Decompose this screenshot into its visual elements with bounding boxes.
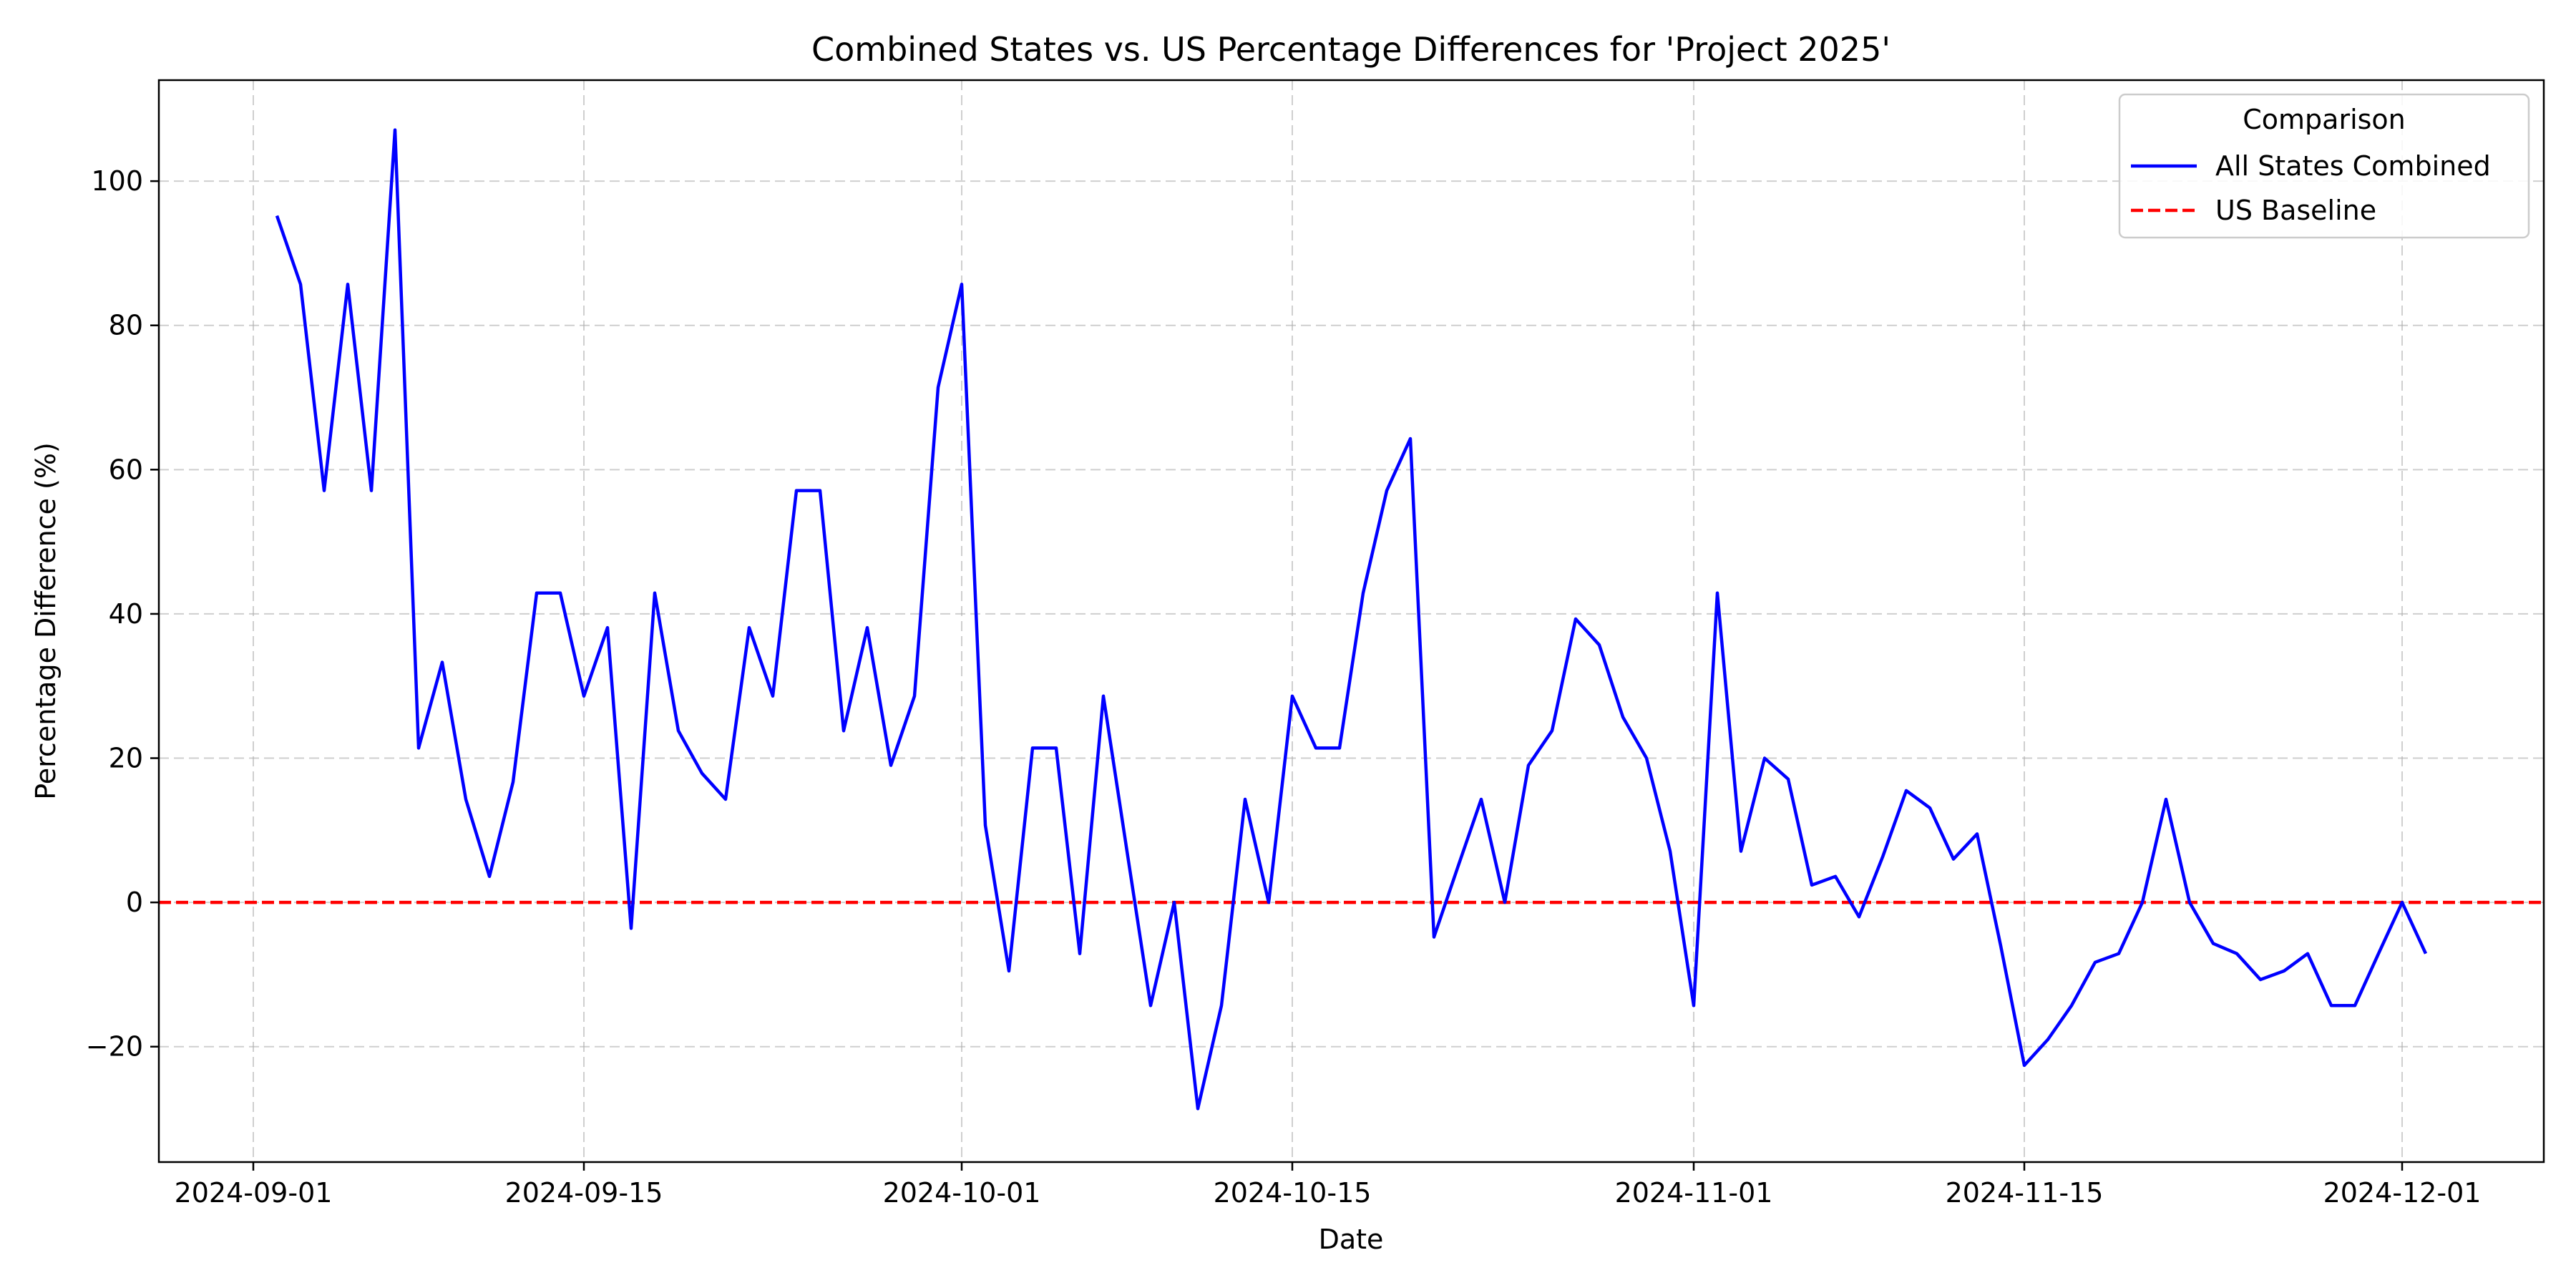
legend: Comparison All States Combined US Baseli… (2118, 93, 2530, 239)
y-tick-label: 20 (109, 743, 143, 774)
x-tick-label: 2024-09-01 (175, 1177, 333, 1209)
series-line-all-states-combined (275, 128, 2428, 1111)
legend-box (2118, 93, 2530, 239)
y-tick-label: 0 (126, 887, 143, 918)
y-tick-label: 80 (109, 310, 143, 341)
y-tick-label: 60 (109, 454, 143, 485)
x-axis: 2024-09-01 2024-09-15 2024-10-01 2024-10-15… (175, 1162, 2482, 1209)
x-tick-label: 2024-11-15 (1946, 1177, 2104, 1209)
chart-title: Combined States vs. US Percentage Differ… (811, 30, 1890, 69)
x-tick-label: 2024-10-15 (1214, 1177, 1372, 1209)
series-layer (159, 128, 2544, 1111)
x-tick-label: 2024-10-01 (883, 1177, 1041, 1209)
x-tick-label: 2024-09-15 (505, 1177, 663, 1209)
x-axis-label: Date (1319, 1224, 1384, 1255)
legend-label-us-baseline: US Baseline (2215, 195, 2376, 226)
plot-frame (157, 79, 2545, 1163)
y-axis: −20 0 20 40 60 80 100 (86, 165, 159, 1063)
legend-title: Comparison (2243, 104, 2406, 135)
x-tick-label: 2024-11-01 (1615, 1177, 1773, 1209)
x-tick-label: 2024-12-01 (2323, 1177, 2482, 1209)
y-axis-label: Percentage Difference (%) (30, 442, 62, 800)
y-tick-label: 100 (91, 165, 143, 197)
y-tick-label: −20 (86, 1031, 143, 1063)
legend-label-all-states-combined: All States Combined (2215, 150, 2491, 182)
y-tick-label: 40 (109, 598, 143, 630)
